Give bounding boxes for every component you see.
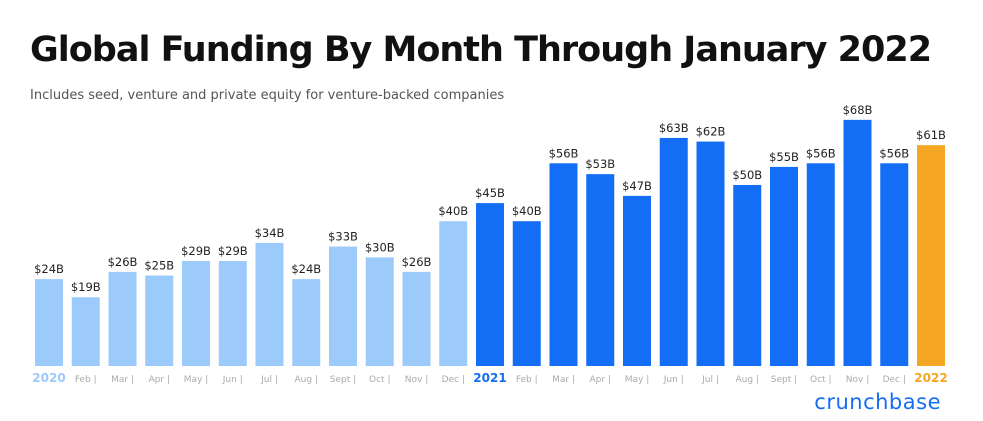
bar xyxy=(806,163,835,366)
x-tick-label: Nov | xyxy=(846,375,869,385)
bar xyxy=(218,261,247,366)
data-label: $53B xyxy=(585,157,615,171)
data-label: $56B xyxy=(879,146,909,160)
bar xyxy=(917,145,945,366)
crunchbase-logo: crunchbase xyxy=(814,390,941,414)
bar xyxy=(696,141,725,366)
x-tick-label: Oct | xyxy=(369,375,390,385)
chart-title: Global Funding By Month Through January … xyxy=(30,30,932,70)
bar xyxy=(402,271,431,366)
bar xyxy=(108,271,137,366)
x-tick-label: Dec | xyxy=(442,375,465,385)
x-tick-label: May | xyxy=(184,375,209,385)
x-tick-label: Sept | xyxy=(771,375,797,385)
bar xyxy=(659,137,688,366)
bar xyxy=(182,261,210,366)
data-label: $55B xyxy=(769,150,799,164)
data-label: $19B xyxy=(71,280,101,294)
data-label: $63B xyxy=(659,121,689,135)
x-tick-label: Mar | xyxy=(552,375,575,385)
data-label: $29B xyxy=(218,244,248,258)
data-label: $34B xyxy=(255,226,285,240)
bar xyxy=(365,257,394,366)
bar xyxy=(880,163,909,366)
x-tick-label: Jun | xyxy=(663,375,684,385)
bar xyxy=(843,119,872,366)
x-tick-label: Dec | xyxy=(883,375,906,385)
bar xyxy=(35,279,63,366)
x-tick-label: Apr | xyxy=(149,375,170,385)
data-label: $33B xyxy=(328,230,358,244)
bar xyxy=(586,174,615,366)
data-label: $50B xyxy=(732,168,762,182)
x-tick-label: Aug | xyxy=(736,375,759,385)
bar xyxy=(255,242,284,366)
data-label: $30B xyxy=(365,240,395,254)
x-tick-label: Jul | xyxy=(260,375,278,385)
x-tick-label: Jul | xyxy=(701,375,719,385)
data-label: $24B xyxy=(291,262,321,276)
bar xyxy=(549,163,578,366)
data-label: $62B xyxy=(696,125,726,139)
x-tick-label: Nov | xyxy=(405,375,428,385)
x-tick-label: May | xyxy=(625,375,650,385)
bar xyxy=(292,279,321,366)
x-tick-label: 2021 xyxy=(473,371,506,385)
x-tick-label: Aug | xyxy=(295,375,318,385)
data-label: $29B xyxy=(181,244,211,258)
bar xyxy=(145,275,174,366)
x-tick-label: Oct | xyxy=(810,375,831,385)
bar xyxy=(623,195,651,366)
bar xyxy=(512,221,541,366)
x-tick-label: Sept | xyxy=(330,375,356,385)
x-tick-label: 2020 xyxy=(32,371,65,385)
bar xyxy=(733,185,762,366)
chart-subtitle: Includes seed, venture and private equit… xyxy=(30,88,505,103)
data-label: $56B xyxy=(806,146,836,160)
x-tick-label: Jun | xyxy=(222,375,243,385)
x-tick-label: Apr | xyxy=(590,375,611,385)
data-label: $26B xyxy=(108,255,138,269)
data-label: $40B xyxy=(438,204,468,218)
data-label: $26B xyxy=(402,255,432,269)
data-label: $45B xyxy=(475,186,505,200)
data-label: $25B xyxy=(144,259,174,273)
bar xyxy=(476,203,504,366)
x-tick-label: Feb | xyxy=(75,375,97,385)
data-label: $40B xyxy=(512,204,542,218)
data-label: $47B xyxy=(622,179,652,193)
data-label: $24B xyxy=(34,262,64,276)
data-label: $68B xyxy=(843,103,873,117)
data-label: $56B xyxy=(549,146,579,160)
bar xyxy=(329,246,357,366)
bar xyxy=(770,166,798,366)
x-tick-label: Mar | xyxy=(111,375,134,385)
x-tick-label: 2022 xyxy=(914,371,947,385)
bar xyxy=(71,297,100,366)
bar xyxy=(439,221,468,366)
data-label: $61B xyxy=(916,128,946,142)
x-tick-label: Feb | xyxy=(516,375,538,385)
